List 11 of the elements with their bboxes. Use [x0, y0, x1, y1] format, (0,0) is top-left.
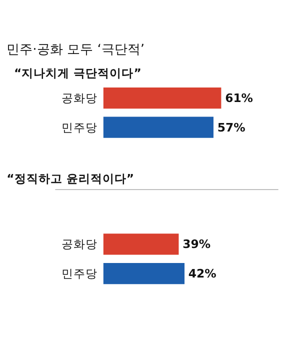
data-label: 39%: [182, 237, 211, 252]
data-label: 57%: [217, 120, 246, 134]
y-tick-label: 민주당: [62, 266, 98, 280]
data-label: 42%: [188, 266, 217, 280]
chart-title: 민주·공화 모두 ‘극단적’: [6, 42, 145, 58]
data-label: 61%: [225, 90, 254, 105]
chart-title: “정직하고 윤리적이다”: [6, 171, 134, 186]
y-tick-label: 공화당: [62, 90, 98, 105]
y-tick-label: 공화당: [62, 237, 98, 252]
y-tick-label: 민주당: [62, 120, 98, 134]
chart-subtitle: “지나치게 극단적이다”: [14, 66, 142, 80]
